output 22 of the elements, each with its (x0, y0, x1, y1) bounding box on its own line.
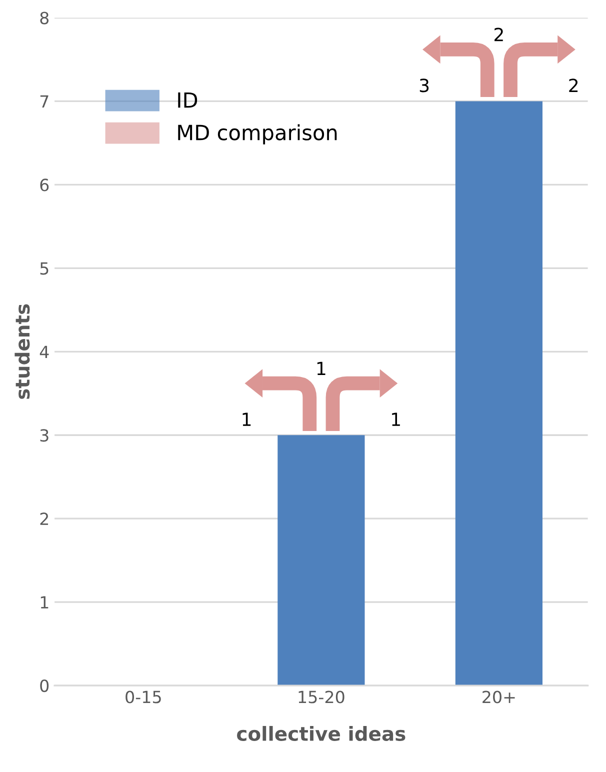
annotation: 1 (392, 412, 400, 426)
y-axis-title: students (14, 304, 30, 399)
y-tick-label: 8 (40, 12, 49, 24)
y-tick-label: 1 (40, 596, 48, 608)
x-tick-label: 0-15 (126, 690, 161, 704)
legend-label: MD comparison (178, 124, 337, 144)
y-tick-label: 4 (40, 346, 49, 358)
y-tick-label: 7 (40, 95, 48, 108)
legend-label: ID (178, 92, 198, 108)
x-tick-label: 20+ (482, 690, 515, 704)
y-tick-label: 3 (40, 429, 48, 442)
y-tick-label: 0 (40, 680, 49, 692)
x-axis-title: collective ideas (237, 726, 406, 742)
annotation: 2 (569, 78, 578, 92)
y-tick-label: 2 (40, 512, 48, 525)
x-tick-label: 15-20 (298, 690, 344, 704)
annotation: 2 (494, 28, 503, 42)
y-tick-label: 6 (40, 178, 49, 192)
annotation: 1 (242, 412, 251, 426)
annotation: 3 (420, 78, 429, 92)
y-tick-label: 5 (40, 262, 48, 275)
annotation: 1 (317, 362, 326, 375)
